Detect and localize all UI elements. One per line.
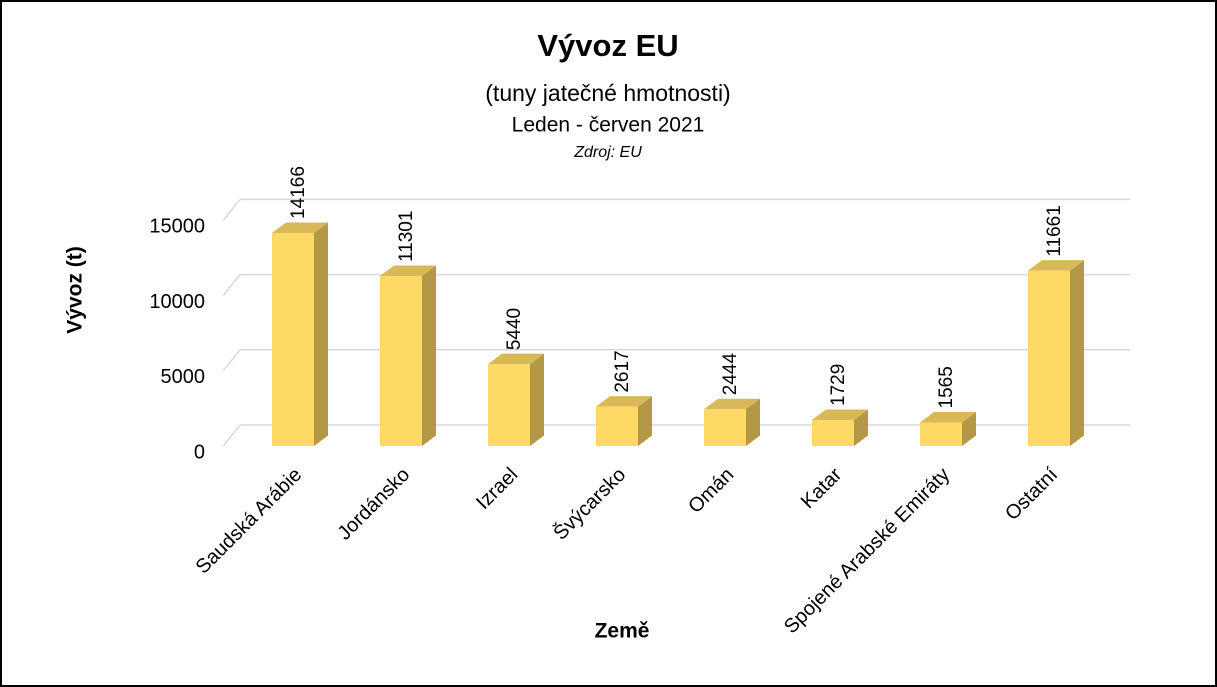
bar-top <box>596 396 652 407</box>
bar-side <box>530 353 544 446</box>
bar <box>272 222 328 446</box>
bar-front <box>488 364 530 446</box>
bar-side <box>962 411 976 446</box>
bar-front <box>272 232 314 446</box>
chart-subtitle: (tuny jatečné hmotnosti) <box>485 80 730 106</box>
bar-front <box>704 409 746 446</box>
bar <box>596 396 652 446</box>
bar-side <box>422 265 436 446</box>
bar-side <box>1070 260 1084 446</box>
bar-top <box>704 398 760 410</box>
bar-top <box>272 222 328 233</box>
bar <box>812 409 868 446</box>
grid-line-depth <box>222 424 241 447</box>
bar-front <box>380 276 422 446</box>
value-label: 5440 <box>504 308 525 350</box>
bar <box>1028 260 1084 446</box>
bar <box>488 353 544 446</box>
y-tick-label: 10000 <box>149 291 205 313</box>
bar <box>380 265 436 446</box>
x-axis-title: Země <box>595 620 650 643</box>
bar <box>704 398 760 446</box>
bar-side <box>638 396 652 446</box>
grid-line-depth <box>222 274 241 297</box>
value-label: 11301 <box>396 211 417 262</box>
bar-top <box>920 411 976 423</box>
value-label: 1565 <box>936 366 957 408</box>
bar-top <box>812 409 868 420</box>
bar-top <box>488 353 544 365</box>
value-label: 14166 <box>288 166 309 219</box>
y-tick-label: 15000 <box>149 216 205 238</box>
chart-period: Leden - červen 2021 <box>512 114 705 137</box>
bar-front <box>920 422 962 446</box>
bar-front <box>1028 270 1070 446</box>
chart-title: Vývoz EU <box>537 28 678 63</box>
bar-front <box>812 419 854 446</box>
value-label: 2617 <box>612 350 633 392</box>
bar-top <box>380 265 436 277</box>
value-label: 11661 <box>1044 205 1065 256</box>
y-axis-title: Vývoz (t) <box>64 246 87 334</box>
bar-side <box>746 398 760 446</box>
chart-source: Zdroj: EU <box>573 144 642 161</box>
y-tick-label: 5000 <box>161 366 206 388</box>
y-tick-label: 0 <box>194 441 205 463</box>
bar-side <box>854 409 868 446</box>
bar-side <box>314 222 328 446</box>
value-label: 1729 <box>828 364 849 406</box>
value-label: 2444 <box>720 353 741 396</box>
bar-top <box>1028 260 1084 271</box>
grid-line-depth <box>222 349 241 372</box>
bar-front <box>596 406 638 446</box>
grid-line-depth <box>222 198 241 221</box>
bar <box>920 411 976 446</box>
